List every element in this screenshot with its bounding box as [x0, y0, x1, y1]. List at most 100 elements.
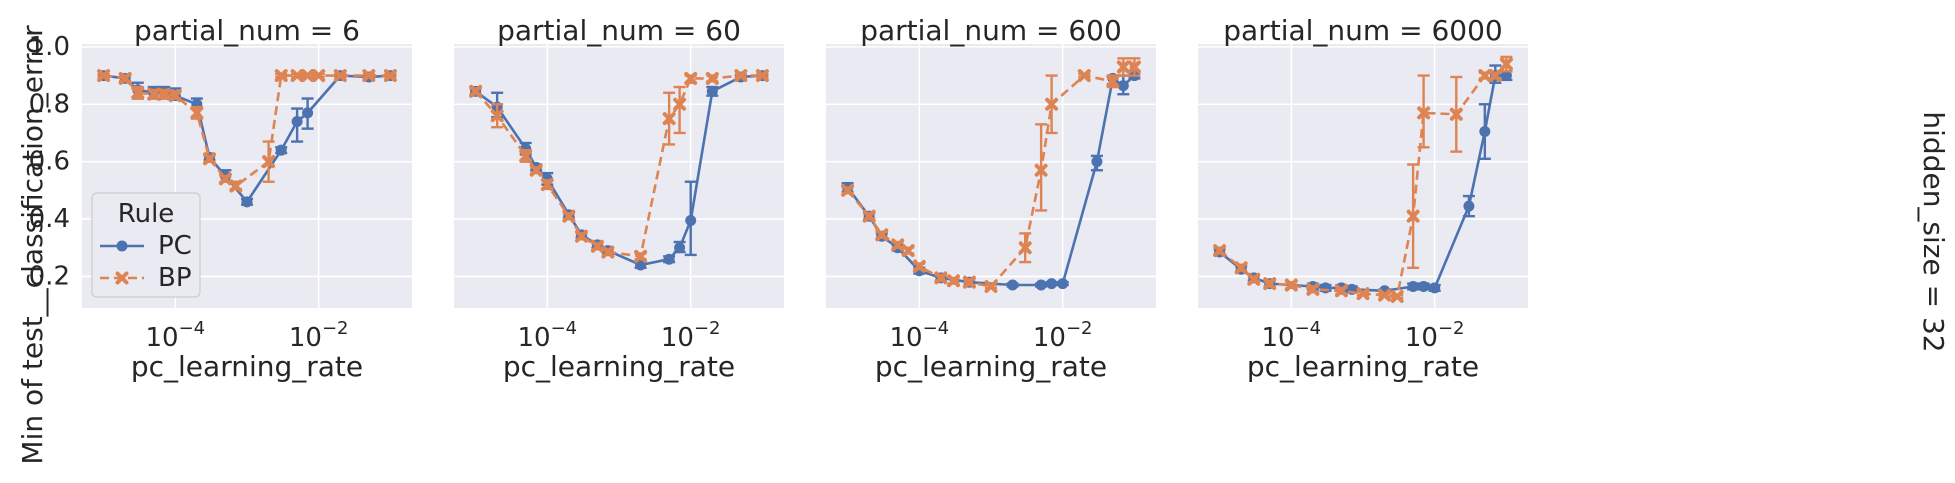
- series-bp: [841, 57, 1141, 293]
- x-tick-label: 10−4: [889, 318, 949, 353]
- x-tick-label: 10−4: [517, 318, 577, 353]
- data-point: [203, 152, 217, 166]
- data-point: [1478, 69, 1492, 83]
- data-point: [1046, 278, 1058, 290]
- x-tick-exponent: −4: [179, 318, 206, 339]
- legend-box: [91, 192, 201, 298]
- y-tick-label: 0.2: [29, 261, 70, 291]
- legend-marker: [115, 271, 129, 285]
- data-point: [734, 69, 748, 83]
- x-tick-base: 10: [1261, 323, 1294, 353]
- data-point: [862, 209, 876, 223]
- data-point: [1213, 244, 1227, 258]
- series-bp: [97, 69, 397, 193]
- data-point: [590, 239, 604, 253]
- data-point: [1418, 280, 1430, 292]
- data-point: [1488, 69, 1502, 83]
- x-tick-exponent: −4: [551, 318, 578, 339]
- data-point: [674, 242, 686, 254]
- data-point: [1306, 282, 1320, 296]
- data-point: [1035, 279, 1047, 291]
- panel-title: partial_num = 6000: [1223, 14, 1502, 47]
- data-point: [1007, 279, 1019, 291]
- data-point: [562, 209, 576, 223]
- data-point: [1234, 261, 1248, 275]
- series-line: [103, 74, 391, 204]
- x-tick-label: 10−2: [661, 318, 721, 353]
- y-tick-label: 0.4: [29, 204, 70, 234]
- x-tick-base: 10: [1405, 323, 1438, 353]
- data-point: [1406, 209, 1420, 223]
- data-point: [1284, 278, 1298, 292]
- x-tick-exponent: −2: [1438, 318, 1465, 339]
- plot-area: [454, 44, 784, 308]
- legend-label: PC: [158, 231, 192, 261]
- data-point: [529, 163, 543, 177]
- data-point: [262, 155, 276, 169]
- data-point: [312, 69, 326, 83]
- data-point: [901, 244, 915, 258]
- data-point: [947, 274, 961, 288]
- data-point: [190, 106, 204, 120]
- data-point: [1320, 282, 1332, 294]
- legend-label: BP: [158, 263, 192, 293]
- error-bar: [1035, 123, 1048, 212]
- data-point: [362, 69, 376, 83]
- legend-title: Rule: [118, 199, 175, 229]
- x-tick-label: 10−4: [145, 318, 205, 353]
- data-point: [97, 69, 111, 83]
- data-point: [1500, 70, 1512, 82]
- y-tick-label: 1.0: [29, 32, 70, 62]
- y-tick-labels: 0.2 0.4 0.6 0.8 1.0: [29, 32, 70, 292]
- x-tick-base: 10: [661, 323, 694, 353]
- data-point: [1116, 60, 1130, 74]
- data-point: [962, 275, 976, 289]
- x-tick-label: 10−2: [289, 318, 349, 353]
- error-bar: [673, 85, 686, 135]
- legend-marker: [116, 240, 128, 252]
- x-tick-label: 10−2: [1033, 318, 1093, 353]
- data-point: [1417, 106, 1431, 120]
- data-point: [1429, 282, 1441, 294]
- data-point: [912, 259, 926, 273]
- data-point: [662, 112, 676, 126]
- data-point: [634, 249, 648, 263]
- data-point: [984, 279, 998, 293]
- data-point: [302, 107, 314, 119]
- x-tick-label: 10−4: [1261, 318, 1321, 353]
- data-point: [1057, 278, 1069, 290]
- x-tick-base: 10: [289, 323, 322, 353]
- data-point: [229, 179, 243, 193]
- legend-entry-bp: BP: [100, 263, 192, 293]
- data-point: [118, 71, 132, 85]
- data-point: [1117, 80, 1129, 92]
- data-point: [1407, 280, 1419, 292]
- x-tick-label: 10−2: [1405, 318, 1465, 353]
- y-axis-label: Min of test__classification_error: [16, 25, 49, 465]
- data-point: [1499, 57, 1513, 71]
- data-point: [891, 238, 905, 252]
- data-point: [291, 115, 303, 127]
- data-point: [663, 253, 675, 265]
- data-point: [1449, 107, 1463, 121]
- x-tick-base: 10: [517, 323, 550, 353]
- data-point: [875, 228, 889, 242]
- data-point: [601, 245, 615, 259]
- data-point: [519, 149, 533, 163]
- data-point: [383, 69, 397, 83]
- data-point: [1091, 156, 1103, 168]
- data-point: [706, 85, 718, 97]
- data-point: [673, 97, 687, 111]
- data-point: [1077, 69, 1091, 83]
- panel-title: partial_num = 6: [134, 14, 360, 47]
- data-point: [147, 87, 161, 101]
- data-point: [490, 109, 504, 123]
- x-axis-label: pc_learning_rate: [875, 350, 1107, 383]
- x-tick-exponent: −2: [322, 318, 349, 339]
- data-point: [168, 89, 182, 103]
- series-bp: [1213, 55, 1513, 304]
- y-tick-label: 0.6: [29, 147, 70, 177]
- data-point: [301, 69, 315, 83]
- data-point: [705, 71, 719, 85]
